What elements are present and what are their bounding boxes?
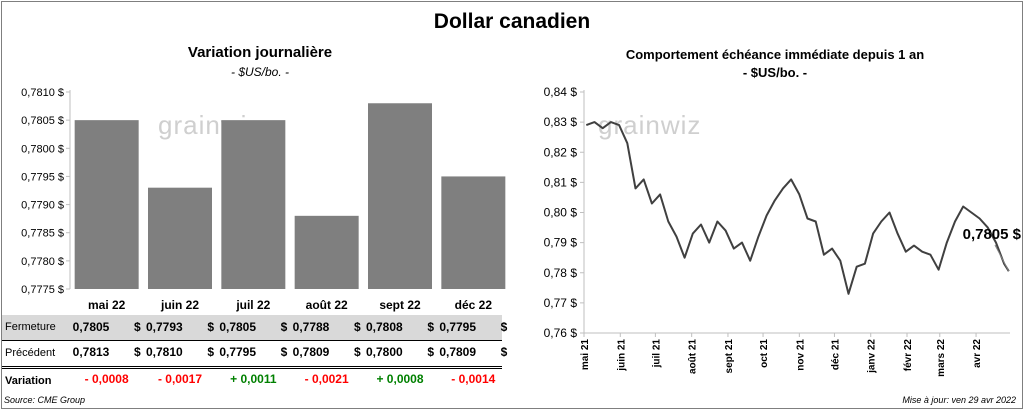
line-x-tick-label: juil 21	[651, 339, 662, 369]
cell-unit: $	[427, 345, 434, 359]
line-x-tick-label: août 21	[688, 339, 699, 374]
variation-cell: - 0,0021	[304, 372, 349, 386]
table-row-variation: Variation	[2, 366, 502, 391]
line-y-tick-label: 0,79 $	[544, 236, 578, 250]
bar	[148, 187, 212, 289]
line-x-tick-label: déc 21	[830, 339, 841, 371]
cell-value: 0,7805	[219, 320, 257, 334]
left-chart-title: Variation journalière	[187, 44, 333, 61]
end-value-label: 0,7805 $	[963, 226, 1022, 243]
bar	[368, 103, 432, 289]
line-y-tick-label: 0,78 $	[544, 266, 578, 280]
variation-cell: - 0,0014	[451, 372, 496, 386]
bar	[221, 120, 286, 290]
line-x-tick-label: févr 22	[903, 339, 914, 372]
line-x-tick-label: janv 22	[867, 339, 878, 374]
cell-value: 0,7808	[366, 320, 403, 334]
line-y-tick-label: 0,77 $	[544, 296, 578, 310]
line-x-tick-label: juin 21	[616, 339, 627, 372]
bar	[294, 215, 359, 289]
cell-value: 0,7810	[146, 345, 183, 359]
row-label-fermeture: Fermeture	[5, 321, 56, 333]
line-y-tick-label: 0,81 $	[544, 175, 578, 189]
table-row-fermeture: Fermeture	[2, 315, 502, 340]
cell-value: 0,7788	[292, 320, 330, 334]
cell-unit: $	[500, 345, 508, 359]
line-x-tick-label: sept 21	[724, 339, 735, 374]
cell-unit: $	[133, 345, 141, 359]
line-x-tick-label: mai 21	[580, 339, 591, 371]
series-line	[585, 121, 1010, 295]
cell-unit: $	[280, 320, 288, 334]
cell-value: 0,7813	[72, 345, 110, 359]
bar-x-tick-label: mai 22	[88, 298, 126, 312]
cell-value: 0,7809	[292, 345, 330, 359]
bar-x-tick-label: juil 22	[235, 298, 270, 312]
line-y-tick-label: 0,76 $	[544, 326, 578, 340]
bar-x-tick-label: sept 22	[379, 298, 421, 312]
page-title: Dollar canadien	[433, 10, 591, 33]
bar-y-tick-label: 0,7790 $	[21, 200, 64, 212]
cell-value: 0,7795	[219, 345, 257, 359]
right-chart-subtitle: - $US/bo. -	[742, 65, 808, 80]
bar-y-tick-label: 0,7785 $	[21, 228, 64, 240]
bar-y-tick-label: 0,7805 $	[21, 115, 64, 127]
line-x-tick-label: oct 21	[759, 339, 770, 368]
cell-unit: $	[207, 345, 214, 359]
line-x-tick-label: mars 22	[936, 339, 947, 377]
bar-y-tick-label: 0,7775 $	[21, 284, 64, 296]
line-x-tick-label: avr 22	[972, 339, 983, 368]
bar-y-tick-label: 0,7800 $	[21, 143, 64, 155]
line-x-tick-label: nov 21	[795, 339, 806, 371]
bar-x-tick-label: juin 22	[160, 298, 199, 312]
cell-unit: $	[427, 320, 434, 334]
cell-unit: $	[280, 345, 288, 359]
cell-unit: $	[133, 320, 141, 334]
watermark-right: grainwiz	[598, 110, 702, 140]
variation-cell: + 0,0008	[376, 372, 424, 386]
bar-y-tick-label: 0,7810 $	[21, 87, 64, 99]
update-note: Mise à jour: ven 29 avr 2022	[902, 395, 1016, 405]
line-y-tick-label: 0,84 $	[544, 85, 578, 99]
bar-y-tick-label: 0,7780 $	[21, 256, 64, 268]
bar	[74, 120, 139, 290]
table-row-precedent: Précédent	[2, 340, 502, 365]
cell-value: 0,7805	[72, 320, 110, 334]
variation-cell: + 0,0011	[230, 372, 277, 386]
cell-unit: $	[353, 345, 361, 359]
cell-value: 0,7795	[439, 320, 477, 334]
variation-cell: - 0,0017	[157, 372, 203, 386]
cell-unit: $	[500, 320, 508, 334]
right-chart-title: Comportement échéance immédiate depuis 1…	[625, 47, 925, 62]
source-note: Source: CME Group	[4, 395, 86, 405]
left-chart-subtitle: - $US/bo. -	[230, 65, 290, 79]
bar	[441, 176, 506, 289]
cell-value: 0,7800	[366, 345, 403, 359]
cell-value: 0,7809	[439, 345, 477, 359]
line-y-tick-label: 0,82 $	[544, 145, 578, 159]
variation-cell: - 0,0008	[84, 372, 129, 386]
row-label-precedent: Précédent	[5, 347, 56, 359]
cell-unit: $	[353, 320, 361, 334]
bar-y-tick-label: 0,7795 $	[21, 171, 64, 183]
row-label-variation: Variation	[5, 375, 52, 387]
bar-x-tick-label: août 22	[306, 298, 348, 312]
line-y-tick-label: 0,80 $	[544, 206, 578, 220]
end-label-leader	[994, 244, 1010, 272]
line-y-tick-label: 0,83 $	[544, 115, 578, 129]
cell-value: 0,7793	[146, 320, 183, 334]
cell-unit: $	[207, 320, 214, 334]
bar-x-tick-label: déc 22	[455, 298, 493, 312]
